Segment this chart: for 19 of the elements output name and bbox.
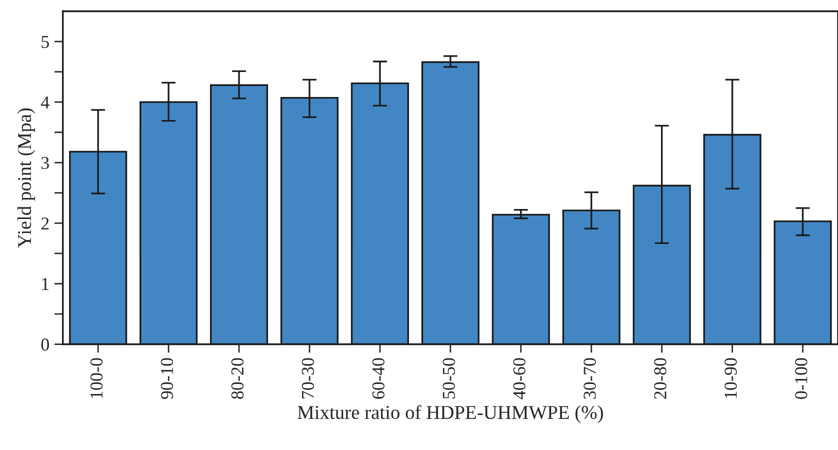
x-tick-label: 30-70 [584,358,596,399]
x-axis-title: Mixture ratio of HDPE-UHMWPE (%) [298,405,603,423]
x-tick-label: 20-80 [654,358,666,399]
y-axis-title: Yield point (Mpa) [17,108,36,248]
x-tick-label: 60-40 [372,358,384,399]
x-tick-label: 10-90 [724,358,737,398]
x-tick-label: 90-10 [160,358,174,399]
y-tick-label: 4 [40,96,50,108]
y-tick-label: 5 [42,36,49,48]
y-tick-label: 0 [41,338,49,351]
x-tick-label: 100-0 [90,358,103,398]
x-tick-label: 50-50 [442,358,455,399]
y-tick-label: 1 [42,278,49,290]
y-tick-label: 3 [41,156,49,170]
x-tick-label: 40-60 [513,358,526,400]
x-tick-label: 70-30 [302,358,314,398]
x-tick-label: 80-20 [231,358,244,399]
x-tick-label: 0-100 [795,358,808,399]
y-tick-label: 2 [41,217,49,230]
